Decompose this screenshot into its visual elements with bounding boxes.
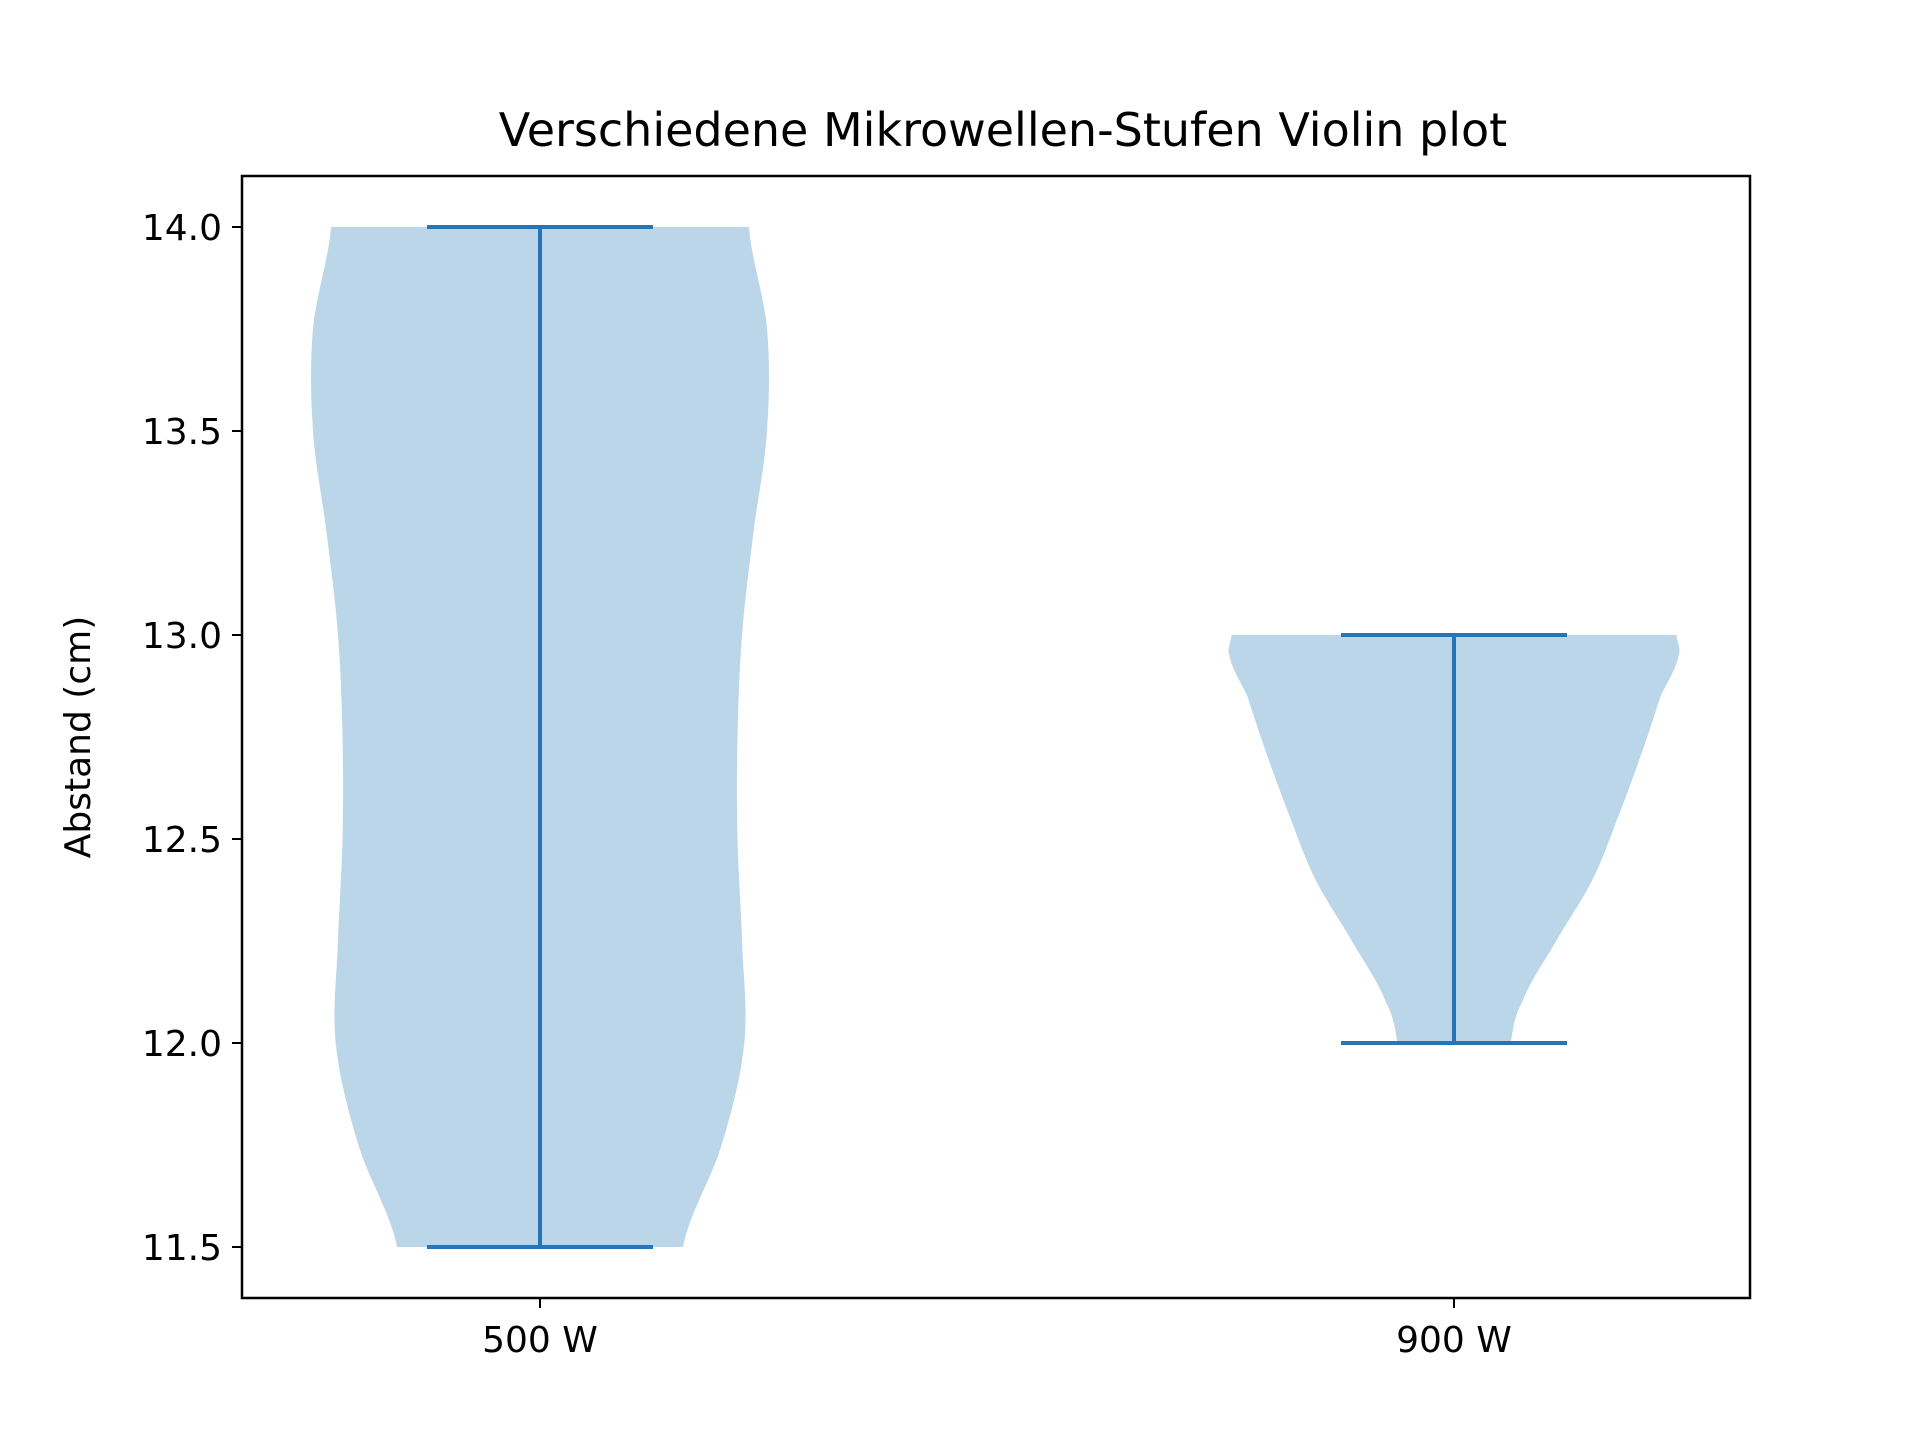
y-tick-label-4: 13.0 (142, 616, 222, 657)
y-tick-label-1: 11.5 (142, 1228, 222, 1269)
x-tick-label-1: 500 W (482, 1320, 598, 1361)
y-tick-label-6: 14.0 (142, 208, 222, 249)
y-tick-label-2: 12.0 (142, 1024, 222, 1065)
y-tick-label-5: 13.5 (142, 412, 222, 453)
y-axis: 11.5 12.0 12.5 13.0 13.5 14.0 (142, 208, 242, 1269)
x-tick-label-2: 900 W (1396, 1320, 1512, 1361)
chart-title: Verschiedene Mikrowellen-Stufen Violin p… (499, 103, 1507, 157)
violin-lines (427, 225, 1567, 1249)
y-axis-label: Abstand (cm) (58, 616, 99, 858)
plot-frame (240, 174, 1752, 1300)
x-axis: 500 W 900 W (482, 1298, 1512, 1361)
violin-bodies (311, 227, 1680, 1247)
y-tick-label-3: 12.5 (142, 820, 222, 861)
